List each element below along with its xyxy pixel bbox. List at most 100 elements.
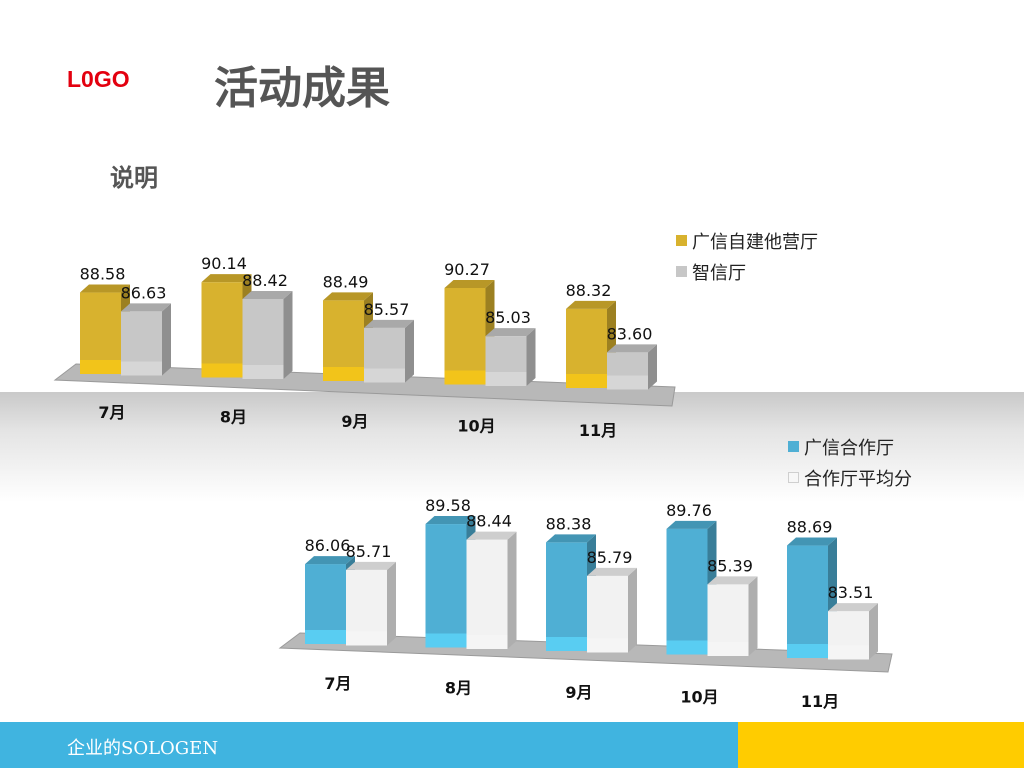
category-label: 7月: [98, 403, 125, 422]
footer-text: 企业的SOLOGEN: [67, 738, 219, 759]
bar-base-band: [828, 645, 869, 660]
category-label: 9月: [341, 412, 368, 431]
data-label: 85.03: [485, 308, 531, 327]
bar-top: [80, 284, 130, 293]
bar-base-band: [201, 363, 243, 378]
bar-top: [364, 319, 414, 328]
footer-accent: [738, 722, 1024, 768]
bar-base-band: [121, 361, 162, 376]
legend-label: 广信合作厅: [804, 437, 894, 459]
bar-front: [546, 542, 587, 651]
legend-label: 广信自建他营厅: [692, 231, 818, 253]
footer-bar: [0, 722, 738, 768]
data-label: 88.38: [546, 514, 592, 533]
bar-top: [828, 603, 878, 612]
bar: [707, 576, 758, 656]
legend-swatch: [676, 235, 687, 246]
data-label: 88.42: [242, 271, 288, 290]
bar-base-band: [305, 630, 346, 644]
bar-base-band: [425, 633, 467, 648]
bar-side: [628, 567, 637, 653]
bar: [364, 319, 414, 383]
category-label: 10月: [457, 417, 495, 436]
bar-side: [387, 561, 396, 646]
data-label: 86.63: [121, 283, 167, 302]
data-label: 88.32: [566, 281, 612, 300]
legend-item-series-1: 广信自建他营厅: [676, 225, 818, 256]
legend-item-series-1: 广信合作厅: [788, 431, 912, 462]
category-label: 11月: [801, 692, 839, 711]
bar-front: [201, 282, 243, 378]
legend-label: 合作厅平均分: [804, 468, 912, 490]
legend-bottom: 广信合作厅 合作厅平均分: [788, 431, 912, 493]
bar-top: [444, 280, 495, 289]
bar-side: [869, 603, 878, 660]
bar-top: [323, 292, 373, 301]
bar-top: [707, 576, 758, 585]
bar: [466, 531, 517, 649]
bar-side: [162, 303, 171, 376]
bar-base-band: [607, 375, 648, 390]
data-label: 89.76: [666, 501, 712, 520]
bar-top: [121, 303, 171, 312]
data-label: 85.79: [587, 548, 633, 567]
bar-side: [283, 290, 293, 379]
bar-base-band: [323, 367, 364, 381]
bar-front: [466, 539, 508, 649]
bar-base-band: [787, 644, 828, 658]
data-label: 85.39: [707, 556, 753, 575]
bar-base-band: [364, 368, 405, 383]
bar-side: [526, 328, 536, 386]
data-label: 88.58: [80, 265, 126, 284]
bar-top: [305, 556, 355, 565]
background-gradient-band: [0, 392, 1024, 502]
category-label: 8月: [220, 408, 247, 427]
section-subtitle: 说明: [110, 164, 158, 192]
data-label: 88.44: [466, 512, 512, 531]
bar-top: [466, 531, 517, 540]
bar: [587, 567, 637, 653]
bar-base-band: [707, 642, 749, 656]
bar-base-band: [546, 637, 587, 651]
legend-swatch: [676, 266, 687, 277]
data-label: 89.58: [425, 496, 471, 515]
bar-top: [201, 274, 252, 283]
bar-base-band: [80, 360, 121, 374]
data-label: 85.71: [346, 542, 392, 561]
bar-top: [587, 567, 637, 576]
category-label: 11月: [579, 421, 617, 440]
bar-base-band: [242, 365, 284, 379]
bar: [607, 344, 657, 390]
bar-side: [507, 531, 517, 649]
data-label: 90.27: [444, 260, 490, 279]
data-label: 88.49: [323, 272, 369, 291]
bar: [828, 603, 878, 660]
legend-top: 广信自建他营厅 智信厅: [676, 225, 818, 287]
bar-top: [485, 328, 536, 337]
legend-item-series-2: 智信厅: [676, 256, 818, 287]
bar-base-band: [666, 640, 708, 655]
bar-top: [242, 290, 293, 299]
bar-front: [787, 545, 828, 658]
category-label: 8月: [445, 679, 472, 698]
bar: [485, 328, 536, 386]
legend-item-series-2: 合作厅平均分: [788, 462, 912, 493]
data-label: 85.57: [364, 300, 410, 319]
bar-base-band: [346, 631, 387, 646]
bar-side: [405, 319, 414, 383]
bar: [323, 292, 373, 381]
bar-base-band: [587, 638, 628, 653]
page-title: 活动成果: [214, 63, 390, 114]
bar: [787, 537, 837, 658]
bar-side: [748, 576, 758, 656]
bar-front: [425, 524, 467, 648]
data-label: 83.51: [828, 583, 874, 602]
bar-base-band: [466, 635, 508, 649]
bar-front: [666, 528, 708, 655]
bar-base-band: [566, 374, 607, 388]
bar-top: [425, 516, 476, 525]
bar-top: [666, 520, 717, 529]
bar-top: [546, 534, 596, 543]
bar-top: [346, 561, 396, 570]
